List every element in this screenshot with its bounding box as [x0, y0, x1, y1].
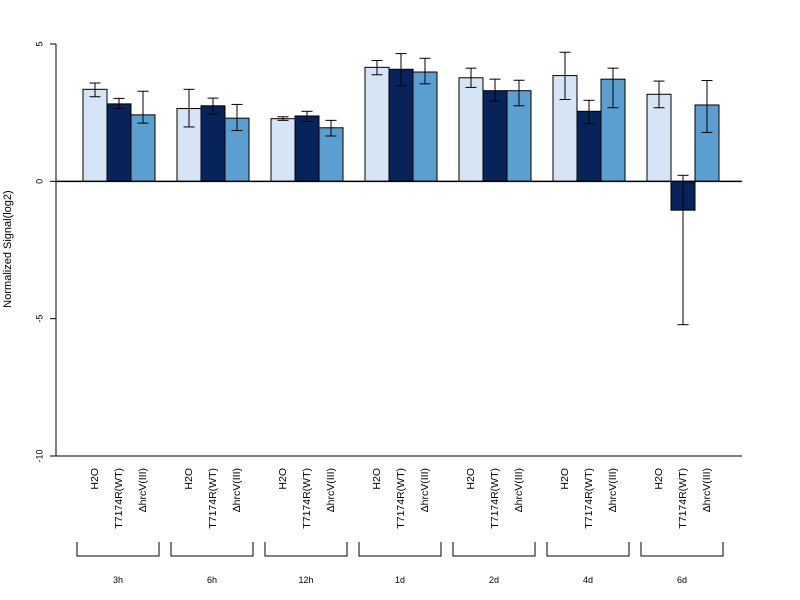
bar	[82, 88, 108, 182]
plot-area: 5 0 -5 -10 H2O T7174R(WT) ΔhrcV(III) 3h H2O T7174…	[34, 41, 742, 585]
group-bracket	[264, 542, 348, 557]
bar	[294, 115, 320, 182]
bar	[200, 105, 226, 182]
bar-label: H2O	[559, 468, 571, 490]
y-tick-label: 0	[34, 179, 44, 184]
bar-label: T7174R(WT)	[207, 468, 219, 529]
bar	[482, 90, 508, 182]
bar-label: T7174R(WT)	[677, 468, 689, 529]
bar	[412, 71, 438, 182]
y-tick-label: 5	[34, 41, 44, 46]
group-label: 4d	[583, 575, 593, 585]
group-bracket	[452, 542, 536, 557]
bar	[270, 118, 296, 182]
bar	[106, 103, 132, 182]
group-label: 2d	[489, 575, 499, 585]
y-tick-label: -5	[34, 315, 44, 323]
bar-label: H2O	[89, 468, 101, 490]
bar-label: ΔhrcV(III)	[607, 468, 619, 512]
bar-label: ΔhrcV(III)	[137, 468, 149, 512]
bar-label: ΔhrcV(III)	[231, 468, 243, 512]
bar-label: T7174R(WT)	[113, 468, 125, 529]
group-bracket	[76, 542, 160, 557]
bar-label: ΔhrcV(III)	[701, 468, 713, 512]
bar-label: T7174R(WT)	[489, 468, 501, 529]
bar-label: H2O	[653, 468, 665, 490]
bar-label: H2O	[183, 468, 195, 490]
bar-label: T7174R(WT)	[301, 468, 313, 529]
group-label: 3h	[113, 575, 123, 585]
bar-label: ΔhrcV(III)	[325, 468, 337, 512]
bar-label: H2O	[465, 468, 477, 490]
bar	[130, 114, 156, 182]
bar	[318, 127, 344, 182]
bar-label: T7174R(WT)	[395, 468, 407, 529]
group-label: 6h	[207, 575, 217, 585]
group-bracket	[640, 542, 724, 557]
bar	[364, 66, 390, 182]
bar-label: ΔhrcV(III)	[513, 468, 525, 512]
bar-label: H2O	[371, 468, 383, 490]
bar	[458, 77, 484, 182]
bar-label: T7174R(WT)	[583, 468, 595, 529]
y-axis-label: Normalized Signal(log2)	[2, 190, 14, 307]
bar-label: H2O	[277, 468, 289, 490]
group-bracket	[170, 542, 254, 557]
group-bracket	[546, 542, 630, 557]
group-label: 1d	[395, 575, 405, 585]
bar	[646, 93, 672, 182]
group-bracket	[358, 542, 442, 557]
bar	[388, 68, 414, 182]
group-label: 12h	[298, 575, 313, 585]
bar-label: ΔhrcV(III)	[419, 468, 431, 512]
y-tick-label: -10	[34, 449, 44, 462]
group-label: 6d	[677, 575, 687, 585]
